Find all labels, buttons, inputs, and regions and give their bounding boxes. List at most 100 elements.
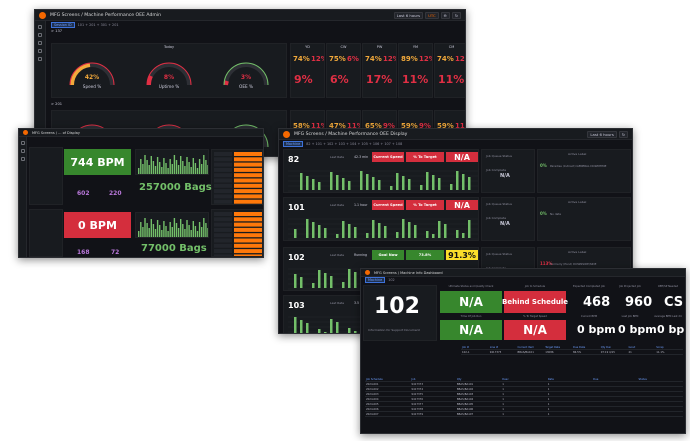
row-cell [214, 194, 232, 199]
grafana-logo-icon[interactable] [365, 270, 370, 275]
side-value-2a: 168 [77, 249, 90, 256]
dashboards-icon[interactable] [38, 41, 42, 45]
stat-column-2: CW 75% 6% 6% [326, 43, 361, 98]
last-rate-label: Last Rate [330, 155, 345, 159]
column-header[interactable]: Line # [489, 345, 499, 349]
table-cell: 9417375 [411, 392, 423, 396]
stat-column-title: YD [305, 45, 310, 49]
column-header[interactable]: Date [547, 377, 554, 381]
oee-value: 6% [330, 73, 349, 86]
pct-target-box: % To Target [406, 152, 444, 162]
column-header[interactable]: Job Schedule [366, 377, 383, 381]
alerting-icon[interactable] [20, 157, 25, 161]
search-icon[interactable] [38, 25, 42, 29]
table-row[interactable]: 2024-001 9417373 BBAS/BA101 1 1 [365, 382, 683, 387]
grafana-logo-icon[interactable] [39, 11, 46, 19]
column-header[interactable]: Job [411, 377, 416, 381]
time-picker-button[interactable]: Last 6 hours [587, 130, 617, 138]
zoom-out-button[interactable]: ⊖ [440, 11, 450, 19]
active-label-value: Formerly (Pond) DOWNSIDE/SIDE [550, 262, 597, 266]
time-picker-button[interactable]: Last 6 hours [393, 11, 424, 19]
dashboards-icon[interactable] [20, 149, 25, 153]
job-complete-label: Job Complete [486, 216, 507, 220]
row-cell [214, 233, 232, 238]
grafana-logo-icon[interactable] [283, 130, 290, 138]
table-cell: 9417373 [489, 350, 502, 354]
breadcrumb[interactable]: MFG Screens / Machine Info Dashboard [374, 270, 443, 275]
table-cell: 9417374 [411, 387, 423, 391]
stat-column-title: CW [340, 45, 347, 49]
table-row[interactable]: 2024-002 9417374 BBAS/BA102 1 1 [365, 387, 683, 392]
stat-column-title: YM [412, 45, 419, 49]
alerting-icon[interactable] [38, 57, 42, 61]
stat-value-b: 11% [455, 122, 465, 130]
starred-icon[interactable] [38, 33, 42, 37]
grafana-logo-icon[interactable] [23, 130, 28, 135]
table-cell: 1 [502, 402, 504, 406]
orange-bar [234, 178, 262, 183]
column-header[interactable]: Status [638, 377, 647, 381]
bar-mark [152, 224, 155, 237]
machine-variable[interactable]: Machine [365, 277, 386, 283]
top-bar: MFG Screens / Machine Info Dashboard [361, 269, 685, 277]
job-queue-label: Job Queue Status [486, 154, 512, 158]
column-header[interactable]: Qty [456, 377, 462, 381]
column-header[interactable]: Good [628, 345, 636, 349]
row-header-2[interactable]: > 201 [51, 102, 63, 106]
bar-mark [188, 225, 190, 237]
side-nav [35, 21, 46, 156]
table-cell: 2024-005 [366, 402, 379, 406]
projected-jobs-value: 960 [625, 295, 653, 310]
table-cell: BBAS/BA102 [456, 387, 474, 391]
last-rate-label: Last Rate [330, 203, 345, 207]
expected-jobs-value: 468 [583, 295, 611, 310]
column-header[interactable]: Qty Run [600, 345, 612, 349]
table-row[interactable]: 2024-007 9417379 BBAS/BA107 1 1 [365, 412, 683, 417]
session-values[interactable]: 101 + 201 + 301 + 201 [77, 22, 119, 27]
status-box: Current Speed [372, 152, 404, 162]
bar-mark [142, 227, 144, 237]
row-cell [214, 167, 232, 172]
explore-icon[interactable] [38, 49, 42, 53]
last-rate-label: Last Rate [330, 253, 345, 257]
column-header[interactable]: Scrap [656, 345, 664, 349]
table-row[interactable]: 2024-003 9417375 BBAS/BA103 1 1 [365, 392, 683, 397]
breadcrumb[interactable]: MFG Screens / ... of Display [32, 130, 80, 135]
refresh-button[interactable]: ↻ [618, 130, 628, 138]
bar-mark [180, 156, 182, 174]
table-row[interactable]: 102-1 9417373 BBAS/BA101 13086 86.5% 07:19 4/… [461, 350, 683, 355]
table-row[interactable]: 2024-005 9417377 BBAS/BA105 1 1 [365, 402, 683, 407]
oee-value: 17% [366, 73, 393, 86]
machine-values[interactable]: 82 + 101 + 102 + 103 + 104 + 105 + 106 +… [306, 141, 403, 146]
search-icon[interactable] [20, 141, 25, 145]
stat-value-a: 58% [293, 122, 310, 130]
top-title-3: Expected Completed Job [573, 285, 605, 288]
table-row[interactable]: 2024-004 9417376 BBAS/BA104 1 1 [365, 397, 683, 402]
bar-mark [360, 171, 363, 190]
column-header[interactable]: Current Item [517, 345, 534, 349]
column-header[interactable]: Due [593, 377, 599, 381]
refresh-button[interactable]: ↻ [451, 11, 461, 19]
machine-value[interactable]: 102 [388, 278, 395, 282]
bar-mark [426, 172, 429, 190]
column-header[interactable]: Due Date [573, 345, 586, 349]
column-header[interactable]: Desc [502, 377, 509, 381]
bar-mark [198, 159, 201, 174]
timezone-badge[interactable]: UTC [425, 11, 439, 19]
column-header[interactable]: Target Rate [545, 345, 561, 349]
session-id-variable[interactable]: Session ID [51, 21, 75, 28]
machine-variable[interactable]: Machine [283, 140, 304, 147]
bar-mark [184, 166, 186, 174]
breadcrumb[interactable]: MFG Screens / Machine Performance OEE Di… [294, 131, 408, 137]
gauges-svg: 42% Speed % 8% Uptime % 3% OEE % [69, 62, 269, 89]
row-header-1[interactable]: > 137 [51, 29, 63, 33]
table-cell: 9417379 [411, 412, 423, 416]
table-row[interactable]: 2024-006 9417378 BBAS/BA106 1 1 [365, 407, 683, 412]
bar-mark [300, 173, 303, 190]
stat-value-b: 11% [347, 122, 360, 130]
column-header[interactable]: Job # [462, 345, 469, 349]
bar-mark [205, 223, 207, 237]
orange-bar [234, 152, 262, 156]
timeseries-svg [288, 170, 478, 192]
breadcrumb[interactable]: MFG Screens / Machine Performance OEE Ad… [50, 12, 162, 18]
